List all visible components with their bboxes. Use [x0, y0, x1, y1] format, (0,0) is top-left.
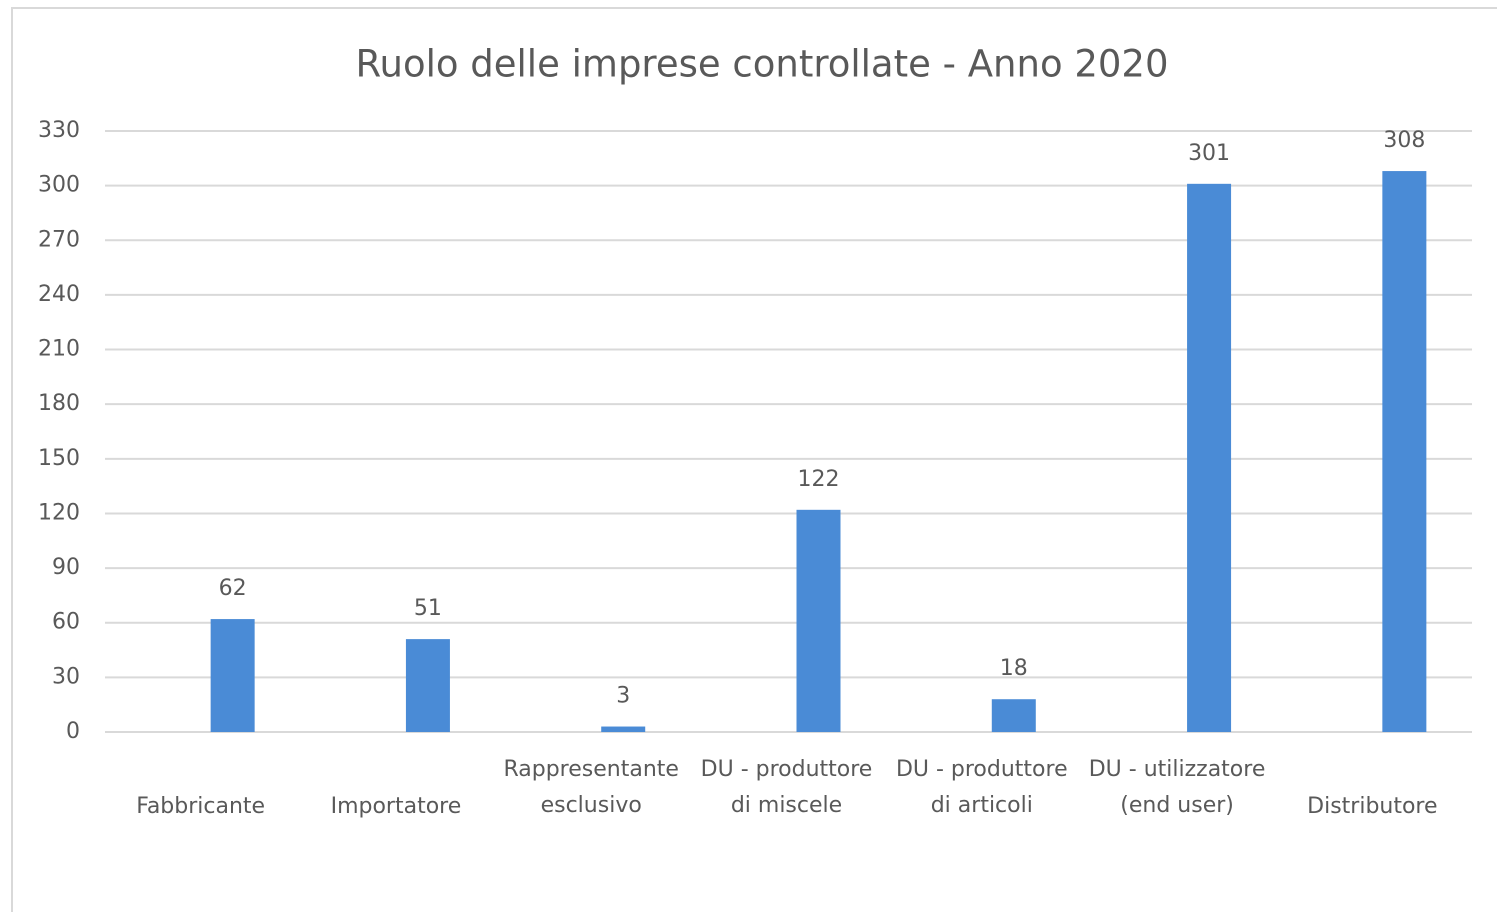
x-tick-label: Importatore — [330, 794, 462, 819]
x-tick-label: DU - utilizzatore (end user) — [1088, 757, 1266, 818]
bar — [210, 619, 255, 732]
data-label: 62 — [219, 576, 247, 601]
y-tick-label: 300 — [38, 173, 80, 198]
y-tick-label: 330 — [38, 118, 80, 143]
y-tick-label: 150 — [38, 446, 80, 471]
y-tick-label: 30 — [52, 664, 80, 689]
y-tick-label: 270 — [38, 227, 80, 252]
y-tick-label: 0 — [66, 719, 80, 744]
bar — [405, 639, 450, 732]
x-tick-label: Fabbricante — [136, 794, 266, 819]
data-label: 18 — [1000, 656, 1028, 681]
bar — [1382, 171, 1427, 733]
x-tick-label: DU - produttore di miscele — [700, 757, 873, 818]
bar — [796, 509, 841, 732]
x-tick-label: Distributore — [1307, 794, 1438, 819]
data-label: 301 — [1188, 141, 1230, 166]
chart-title: Ruolo delle imprese controllate - Anno 2… — [355, 43, 1168, 86]
y-tick-label: 90 — [52, 555, 80, 580]
y-tick-label: 120 — [38, 500, 80, 525]
x-tick-label: DU - produttore di articoli — [895, 757, 1068, 818]
data-label: 308 — [1383, 128, 1425, 153]
y-tick-label: 240 — [38, 282, 80, 307]
y-tick-label: 60 — [52, 610, 80, 635]
data-label: 51 — [414, 596, 442, 621]
chart-border — [11, 7, 1497, 912]
data-label: 3 — [616, 684, 630, 709]
bar — [991, 699, 1036, 732]
bar — [1187, 183, 1232, 732]
y-tick-label: 210 — [38, 337, 80, 362]
y-tick-label: 180 — [38, 391, 80, 416]
x-tick-label: Rappresentante esclusivo — [503, 757, 679, 818]
data-label: 122 — [798, 467, 840, 492]
bar — [601, 726, 646, 732]
